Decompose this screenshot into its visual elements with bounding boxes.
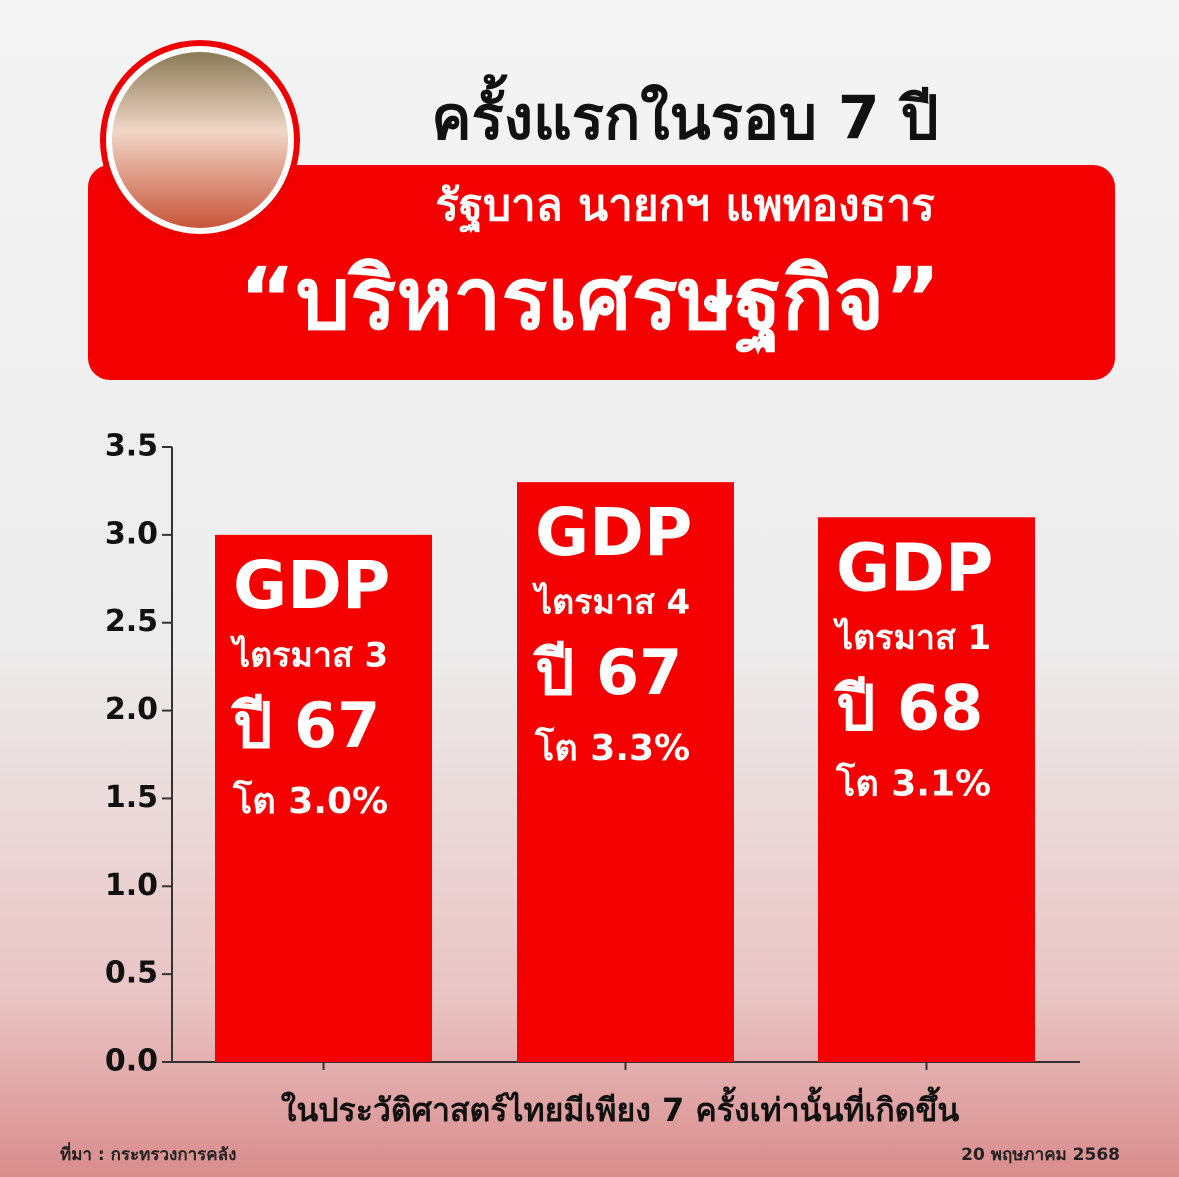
title: ครั้งแรกในรอบ 7 ปี: [431, 74, 938, 154]
y-tick-label: 2.5: [105, 604, 158, 639]
footnote: ในประวัติศาสตร์ไทยมีเพียง 7 ครั้งเท่านั้…: [281, 1086, 960, 1129]
date: 20 พฤษภาคม 2568: [961, 1145, 1120, 1165]
bar-text: ไตรมาส 3: [230, 634, 388, 675]
value-label: โต 3.1%: [835, 761, 991, 804]
y-tick-label: 2.0: [105, 692, 158, 727]
y-tick-label: 1.5: [105, 780, 158, 815]
subtitle: รัฐบาล นายกฯ แพทองธาร: [435, 180, 935, 233]
bar-text: ไตรมาส 1: [833, 617, 991, 658]
header-box: [88, 165, 1115, 380]
bar: [215, 534, 432, 1062]
bar-text: ไตรมาส 4: [532, 582, 690, 623]
y-tick-label: 0.5: [105, 956, 158, 991]
headline: “บริหารเศรษฐกิจ”: [239, 249, 941, 355]
value-label: โต 3.0%: [232, 779, 388, 822]
y-tick-label: 3.0: [105, 516, 158, 551]
bar-text: GDP: [233, 547, 390, 624]
bar-text: ปี 68: [833, 671, 983, 744]
value-label: โต 3.3%: [534, 726, 690, 769]
source: ที่มา : กระทรวงการคลัง: [60, 1142, 236, 1165]
portrait: [112, 52, 288, 228]
y-tick-label: 0.0: [105, 1044, 158, 1079]
bar-text: ปี 67: [230, 689, 380, 762]
bar-text: GDP: [836, 529, 993, 606]
bar: [517, 482, 734, 1063]
bar-text: ปี 67: [532, 636, 682, 709]
bar: [818, 517, 1035, 1062]
y-tick-label: 1.0: [105, 868, 158, 903]
y-tick-label: 3.5: [105, 429, 158, 464]
bar-text: GDP: [535, 494, 692, 571]
